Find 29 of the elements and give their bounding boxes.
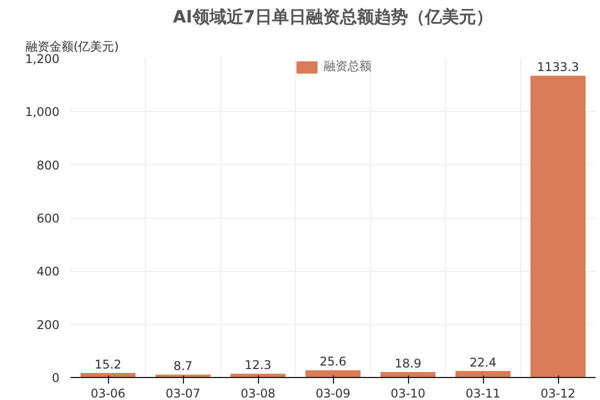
data-label: 1133.3 bbox=[537, 60, 580, 74]
y-tick-label: 600 bbox=[36, 212, 60, 226]
chart-title: AI领域近7日单日融资总额趋势（亿美元） bbox=[172, 8, 494, 28]
y-tick-label: 1,200 bbox=[25, 52, 60, 66]
x-tick-label: 03-07 bbox=[166, 386, 200, 400]
bar bbox=[456, 371, 510, 378]
bar bbox=[306, 370, 360, 378]
data-label: 15.2 bbox=[94, 357, 122, 372]
x-tick-label: 03-10 bbox=[390, 386, 426, 400]
x-tick-label: 03-06 bbox=[90, 386, 126, 400]
bar bbox=[230, 374, 286, 378]
y-tick-label: 800 bbox=[36, 158, 60, 172]
y-tick-label: 200 bbox=[36, 318, 60, 332]
y-tick-label: 400 bbox=[36, 264, 60, 279]
y-tick-label: 1,000 bbox=[25, 105, 60, 120]
x-tick-label: 03-08 bbox=[240, 386, 276, 400]
x-tick-label: 03-12 bbox=[540, 386, 576, 400]
y-axis-title: 融资金额(亿美元) bbox=[26, 40, 119, 54]
data-label: 22.4 bbox=[470, 356, 496, 370]
data-label: 25.6 bbox=[320, 354, 346, 369]
bar bbox=[530, 76, 586, 378]
bar bbox=[380, 372, 436, 378]
data-label: 12.3 bbox=[244, 358, 272, 372]
x-tick-label: 03-09 bbox=[316, 386, 350, 400]
x-tick-label: 03-11 bbox=[466, 386, 500, 400]
legend-label: 融资总额 bbox=[324, 58, 372, 75]
y-tick-label: 0 bbox=[52, 371, 60, 385]
data-label: 18.9 bbox=[394, 356, 422, 370]
data-label: 8.7 bbox=[173, 359, 193, 374]
